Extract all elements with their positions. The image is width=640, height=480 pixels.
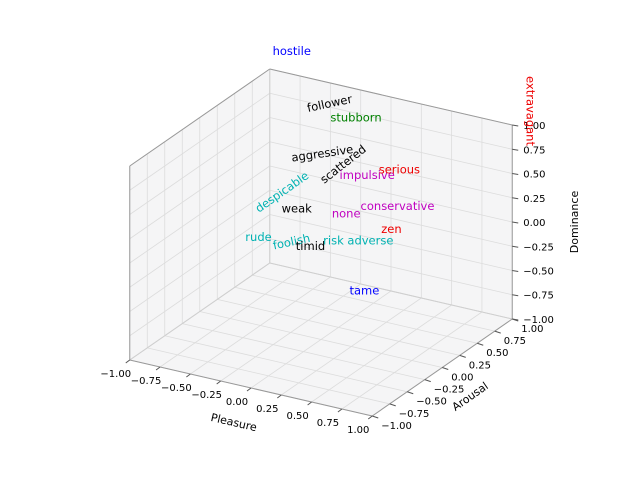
tick-label-arousal: −0.50 — [416, 397, 447, 408]
tick-label-arousal: 0.25 — [469, 360, 491, 371]
tick-label-pleasure: 0.00 — [226, 397, 248, 408]
tick-label-dominance: −0.75 — [523, 291, 554, 302]
axis-label-dominance: Dominance — [568, 191, 581, 254]
grid-line — [252, 274, 495, 332]
grid-line — [311, 304, 452, 403]
tick-mark-dominance — [512, 148, 519, 151]
tick-label-arousal: −0.75 — [399, 409, 430, 420]
tick-label-dominance: 1.00 — [523, 121, 545, 132]
tick-label-arousal: 0.50 — [486, 348, 508, 359]
tick-mark-dominance — [512, 270, 519, 272]
tick-label-pleasure: 0.50 — [286, 411, 308, 422]
tick-mark-arousal — [442, 367, 449, 370]
axis-label-pleasure: Pleasure — [209, 411, 258, 434]
tick-mark-dominance — [512, 245, 519, 248]
word-label-zen: zen — [381, 222, 401, 236]
tick-label-arousal: 1.00 — [521, 324, 543, 335]
grid-line — [234, 286, 478, 344]
tick-mark-dominance — [512, 197, 519, 200]
tick-label-pleasure: −0.25 — [191, 390, 222, 401]
tick-label-pleasure: 0.25 — [256, 404, 278, 415]
tick-label-dominance: −0.50 — [523, 267, 554, 278]
tick-mark-dominance — [512, 318, 519, 321]
tick-mark-pleasure — [155, 366, 161, 371]
word-label-impulsive: impulsive — [340, 168, 395, 182]
tick-mark-pleasure — [367, 415, 373, 420]
word-label-timid: timid — [296, 239, 325, 253]
tick-label-arousal: −1.00 — [381, 421, 412, 432]
tick-mark-pleasure — [246, 387, 252, 392]
word-label-hostile: hostile — [273, 44, 311, 58]
tick-mark-arousal — [407, 391, 414, 395]
tick-label-pleasure: −0.75 — [131, 376, 162, 387]
tick-label-arousal: 0.00 — [451, 372, 473, 383]
tick-mark-dominance — [512, 294, 519, 297]
tick-mark-arousal — [424, 379, 431, 383]
axis-spine — [269, 68, 513, 126]
tick-mark-arousal — [389, 403, 396, 407]
grid-line — [281, 297, 422, 396]
grid-line — [269, 165, 513, 223]
tick-mark-pleasure — [125, 359, 131, 364]
tick-mark-dominance — [512, 173, 519, 176]
tick-mark-pleasure — [216, 380, 221, 385]
tick-mark-dominance — [512, 124, 519, 127]
tick-label-dominance: 0.50 — [523, 170, 545, 181]
grid-line — [269, 141, 513, 199]
tick-label-dominance: −0.25 — [523, 242, 554, 253]
word-label-stubborn: stubborn — [330, 110, 381, 124]
tick-mark-arousal — [372, 415, 379, 419]
tick-mark-pleasure — [186, 373, 191, 378]
word-label-risk-adverse: risk adverse — [323, 234, 393, 248]
axis-spine — [129, 68, 271, 167]
tick-mark-pleasure — [277, 394, 282, 399]
grid-line — [129, 165, 270, 264]
tick-label-dominance: 0.00 — [523, 218, 545, 229]
tick-mark-dominance — [512, 221, 519, 224]
tick-label-arousal: 0.75 — [504, 336, 526, 347]
word-label-weak: weak — [282, 202, 313, 216]
tick-label-dominance: 0.25 — [523, 194, 545, 205]
grid-line — [129, 92, 270, 191]
tick-mark-arousal — [494, 330, 501, 334]
tick-label-pleasure: 0.75 — [317, 418, 339, 429]
grid-line — [269, 117, 513, 174]
pane-edge — [269, 262, 513, 320]
tick-label-dominance: −1.00 — [523, 315, 554, 326]
tick-label-pleasure: −1.00 — [100, 369, 131, 380]
grid-line — [129, 117, 270, 215]
tick-label-pleasure: 1.00 — [347, 425, 369, 436]
word-label-extravagant: extravagant — [523, 76, 537, 146]
tick-label-arousal: −0.25 — [434, 385, 465, 396]
word-label-none: none — [332, 207, 361, 221]
grid-line — [217, 298, 460, 356]
tick-label-dominance: 0.75 — [523, 145, 545, 156]
grid-line — [341, 311, 483, 410]
tick-mark-arousal — [477, 342, 484, 346]
grid-line — [129, 141, 270, 240]
word-label-rude: rude — [245, 230, 271, 244]
word-label-conservative: conservative — [361, 199, 435, 213]
tick-mark-pleasure — [337, 408, 343, 413]
word-label-serious: serious — [379, 162, 420, 176]
grid-line — [199, 311, 443, 368]
tick-mark-arousal — [459, 354, 466, 358]
tick-label-pleasure: −0.50 — [161, 383, 192, 394]
grid-line — [269, 92, 513, 150]
pane-edge — [129, 262, 271, 361]
word-label-tame: tame — [349, 284, 379, 298]
tick-mark-pleasure — [307, 401, 312, 406]
